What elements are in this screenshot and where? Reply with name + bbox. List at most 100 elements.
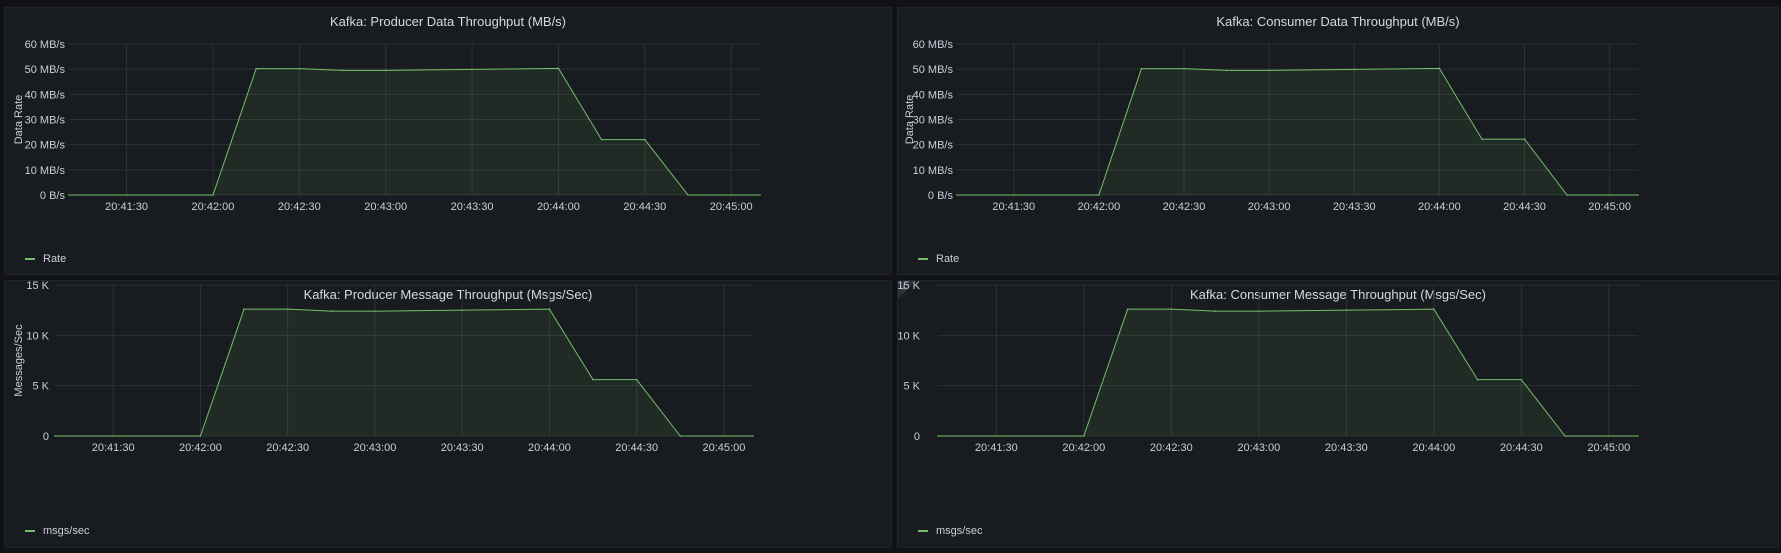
y-axis-label: Data Rate <box>13 95 25 145</box>
data-point <box>1140 67 1143 70</box>
x-tick-label: 20:44:00 <box>1412 442 1455 454</box>
x-tick-label: 20:44:00 <box>528 442 571 454</box>
x-tick-label: 20:43:30 <box>451 201 494 213</box>
data-point <box>461 309 463 311</box>
data-point <box>298 67 301 70</box>
data-point <box>1258 310 1260 312</box>
x-tick-label: 20:45:00 <box>1587 442 1630 454</box>
y-tick-label: 5 K <box>903 381 920 393</box>
series-line <box>55 308 753 437</box>
y-tick-label: 50 MB/s <box>25 64 66 76</box>
data-point <box>341 69 344 72</box>
x-tick-label: 20:43:00 <box>1237 442 1280 454</box>
y-tick-label: 20 MB/s <box>913 140 954 152</box>
data-point <box>1481 138 1483 140</box>
y-tick-label: 10 MB/s <box>913 165 954 177</box>
x-tick-label: 20:42:00 <box>192 201 235 213</box>
legend-label: Rate <box>43 253 67 265</box>
legend-label: msgs/sec <box>43 525 90 537</box>
data-point <box>330 310 333 312</box>
data-point <box>1637 194 1639 196</box>
series-area <box>55 309 753 436</box>
legend[interactable]: msgs/sec <box>918 525 982 537</box>
x-tick-label: 20:44:30 <box>623 201 666 213</box>
panel-title[interactable]: Kafka: Consumer Message Throughput (Msgs… <box>1189 287 1486 302</box>
data-point <box>1126 308 1129 310</box>
data-point <box>1608 435 1610 437</box>
series-line <box>938 308 1638 437</box>
legend[interactable]: Rate <box>918 253 959 265</box>
data-point <box>1353 68 1356 71</box>
data-point <box>1183 67 1185 70</box>
y-tick-label: 15 K <box>897 280 920 292</box>
y-tick-label: 40 MB/s <box>913 89 954 101</box>
consumer-message-panel: i Kafka: Consumer Message Throughput (Ms… <box>897 280 1779 548</box>
data-point <box>592 378 594 381</box>
y-tick-label: 15 K <box>26 280 49 292</box>
y-tick-label: 0 <box>914 431 920 443</box>
x-tick-label: 20:41:30 <box>92 442 135 454</box>
panel-title[interactable]: Kafka: Producer Message Throughput (Msgs… <box>303 287 593 302</box>
data-point <box>125 194 128 196</box>
x-tick-label: 20:44:30 <box>1503 201 1546 213</box>
data-point <box>600 138 603 141</box>
data-point <box>1012 194 1015 196</box>
x-tick-label: 20:42:00 <box>179 442 222 454</box>
data-point <box>687 194 689 196</box>
x-tick-label: 20:44:00 <box>537 201 580 213</box>
data-point <box>1523 138 1526 140</box>
y-tick-label: 60 MB/s <box>25 39 66 51</box>
x-tick-label: 20:42:30 <box>1150 442 1193 454</box>
series-line <box>957 67 1638 196</box>
data-point <box>1170 308 1173 310</box>
y-tick-label: 10 MB/s <box>25 165 66 177</box>
panel-title[interactable]: Kafka: Consumer Data Throughput (MB/s) <box>1216 14 1460 29</box>
data-point <box>1564 435 1566 437</box>
data-point <box>1637 435 1639 437</box>
info-corner[interactable] <box>898 281 916 299</box>
legend-swatch <box>918 258 928 260</box>
y-tick-label: 0 B/s <box>928 190 954 202</box>
data-point <box>1225 69 1228 72</box>
data-point <box>730 194 733 196</box>
legend-swatch <box>25 530 35 532</box>
data-point <box>1433 308 1435 310</box>
data-point <box>54 435 56 437</box>
y-tick-label: 60 MB/s <box>913 39 954 51</box>
legend[interactable]: Rate <box>25 253 66 265</box>
data-point <box>937 435 939 437</box>
y-tick-label: 50 MB/s <box>913 64 954 76</box>
data-point <box>1268 69 1270 72</box>
data-point <box>723 435 725 437</box>
x-tick-label: 20:45:00 <box>703 442 746 454</box>
data-point <box>1098 194 1100 196</box>
x-tick-label: 20:44:30 <box>615 442 658 454</box>
x-tick-label: 20:42:30 <box>278 201 321 213</box>
x-tick-label: 20:41:30 <box>105 201 148 213</box>
data-point <box>471 68 473 71</box>
data-point <box>956 194 958 196</box>
data-point <box>548 308 551 310</box>
legend-label: Rate <box>936 253 960 265</box>
legend[interactable]: msgs/sec <box>25 525 89 537</box>
info-icon[interactable]: i <box>903 282 905 292</box>
y-tick-label: 10 K <box>897 330 920 342</box>
data-point <box>995 435 998 437</box>
x-tick-label: 20:42:00 <box>1077 201 1120 213</box>
data-point <box>1520 378 1523 381</box>
data-point <box>679 435 682 437</box>
data-point <box>1214 310 1216 312</box>
y-tick-label: 5 K <box>32 381 49 393</box>
y-tick-label: 30 MB/s <box>913 115 954 127</box>
x-tick-label: 20:45:00 <box>710 201 753 213</box>
y-tick-label: 0 B/s <box>40 190 66 202</box>
data-point <box>68 194 70 196</box>
y-axis-label: Data Rate <box>904 95 916 145</box>
producer-data-panel: Kafka: Producer Data Throughput (MB/s) 0… <box>4 7 892 275</box>
panel-title[interactable]: Kafka: Producer Data Throughput (MB/s) <box>329 14 567 29</box>
x-tick-label: 20:42:00 <box>1062 442 1105 454</box>
data-point <box>1345 309 1348 311</box>
data-point <box>1476 378 1479 381</box>
producer-message-chart: 0 5 K 10 K 15 K 20:41:30 20:42:00 20:42:30 20:4… <box>13 280 754 454</box>
x-tick-label: 20:43:00 <box>364 201 407 213</box>
